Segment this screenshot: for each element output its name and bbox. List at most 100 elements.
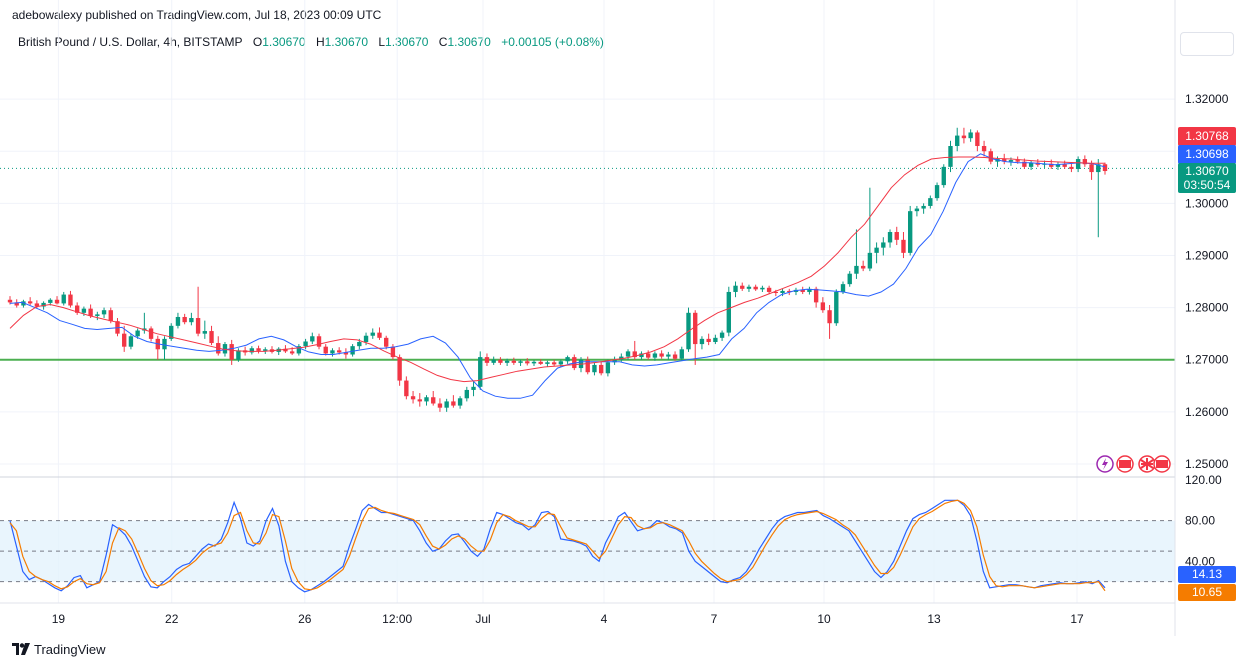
candle <box>592 362 597 376</box>
candle-body <box>813 288 819 303</box>
candle-body <box>14 302 19 306</box>
candle-body <box>881 242 886 248</box>
candle-body <box>914 208 920 212</box>
candle <box>195 286 201 337</box>
candle <box>551 359 557 366</box>
candle <box>766 285 772 295</box>
candle <box>54 296 60 305</box>
candle <box>525 358 530 366</box>
candle-body <box>565 357 570 362</box>
candle-body <box>74 305 80 313</box>
candle <box>598 361 604 376</box>
candle <box>713 334 718 345</box>
candle-body <box>95 314 100 316</box>
stoch-k-tag: 14.13 <box>1178 566 1236 583</box>
candle-body <box>357 341 362 347</box>
candle <box>693 310 698 365</box>
candle <box>437 398 443 412</box>
candle-body <box>1062 164 1067 167</box>
candle-body <box>538 361 543 364</box>
candle-body <box>464 389 469 399</box>
stochastic-band <box>0 520 1175 583</box>
candle-body <box>901 239 906 253</box>
candle-body <box>417 399 422 402</box>
candle <box>1028 160 1034 170</box>
candle-body <box>981 146 987 152</box>
candle-body <box>787 290 792 292</box>
event-icons[interactable] <box>1096 455 1171 473</box>
candle-body <box>323 346 328 354</box>
candle <box>128 333 134 350</box>
candle-body <box>840 284 846 292</box>
candle <box>860 260 866 272</box>
price-tick-label: 1.29000 <box>1185 248 1229 262</box>
candle <box>793 287 799 296</box>
time-tick-label: 17 <box>1070 612 1084 626</box>
candle <box>538 359 543 365</box>
candle-body <box>746 286 752 289</box>
candle <box>310 332 315 345</box>
candle-body <box>955 135 960 147</box>
candle <box>961 127 967 144</box>
candle-body <box>867 252 873 269</box>
candle <box>901 232 906 259</box>
candle <box>34 300 40 309</box>
candle-body <box>404 380 409 397</box>
candle <box>1102 162 1108 175</box>
candle-body <box>625 351 631 357</box>
candle <box>1096 159 1101 238</box>
candle-body <box>182 316 187 323</box>
tradingview-logo[interactable]: TradingView <box>12 642 106 657</box>
time-tick-label: 12:00 <box>382 612 412 626</box>
candle <box>854 229 859 279</box>
candle <box>484 353 490 366</box>
time-axis: 19 22 26 12:00 Jul 4 7 10 13 17 <box>52 612 1084 626</box>
candle <box>101 307 107 319</box>
candle-body <box>572 357 577 369</box>
candle <box>175 312 181 329</box>
candle <box>975 130 980 152</box>
candle-body <box>733 285 738 292</box>
candle-body <box>988 151 993 162</box>
candle <box>659 350 664 359</box>
candle-body <box>303 341 308 347</box>
candle-body <box>363 335 369 342</box>
candle-body <box>1015 160 1020 162</box>
candle-body <box>222 344 228 354</box>
candle-body <box>551 362 557 365</box>
candle-body <box>135 330 140 337</box>
ma-slow-price-tag: 1.30768 <box>1178 127 1236 146</box>
candle-body <box>41 302 46 307</box>
candle-body <box>908 211 913 253</box>
candle <box>498 357 503 365</box>
candle-body <box>612 359 617 363</box>
candle <box>27 297 33 305</box>
legend-low-label: L <box>378 35 386 49</box>
stoch-tick-label: 40.00 <box>1185 554 1215 568</box>
candle-body <box>504 360 510 363</box>
candle <box>605 359 611 377</box>
chart-settings-button[interactable] <box>1180 32 1234 56</box>
candle <box>182 313 187 325</box>
legend-high-label: H <box>315 35 325 49</box>
candle <box>679 346 684 361</box>
candle <box>384 335 389 350</box>
candle-body <box>1055 164 1061 167</box>
candle-body <box>209 331 214 344</box>
candle <box>800 286 805 295</box>
candle-body <box>1096 164 1101 173</box>
candle <box>968 129 973 142</box>
candle <box>565 355 570 364</box>
candle-body <box>256 348 261 351</box>
candle <box>733 281 738 298</box>
candle-body <box>21 301 26 306</box>
candle <box>350 344 355 357</box>
tradingview-brand: TradingView <box>34 642 106 657</box>
candle <box>343 348 349 359</box>
candle-body <box>679 349 684 359</box>
bar-countdown: 03:50:54 <box>1183 178 1231 192</box>
candle <box>504 358 510 366</box>
chart-grid <box>0 0 1175 603</box>
candle-body <box>437 403 443 408</box>
